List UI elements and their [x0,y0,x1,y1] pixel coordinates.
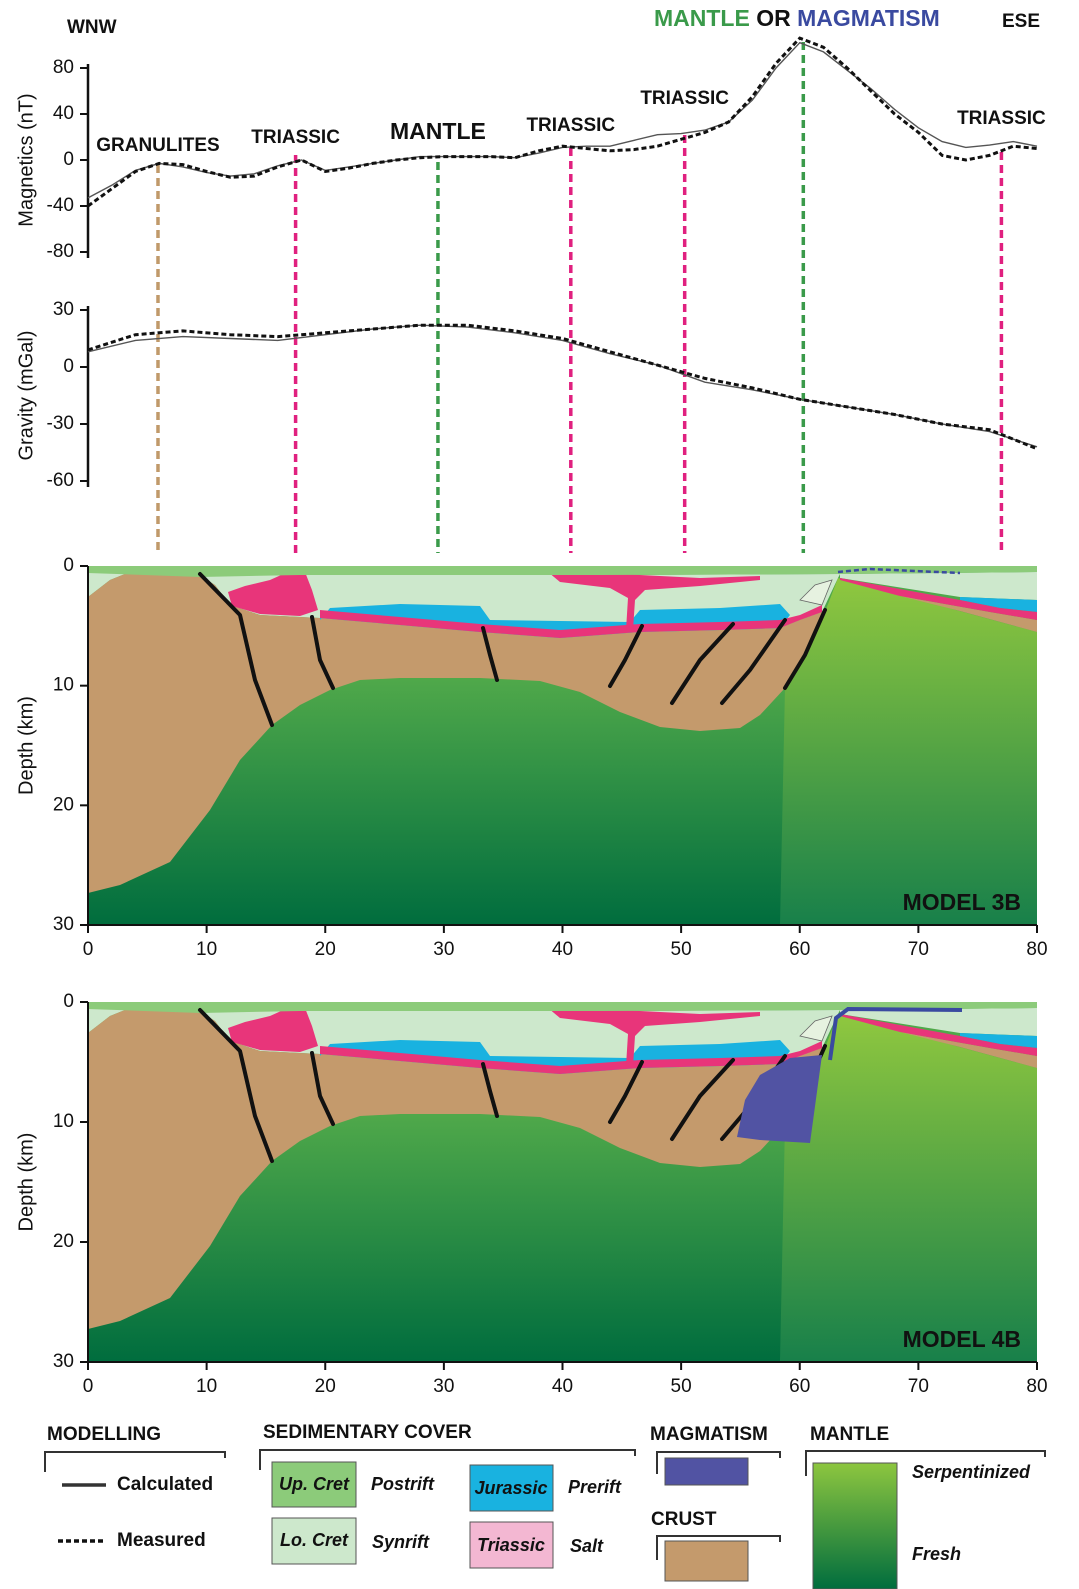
legend-swatch [271,1461,357,1508]
x-tick-label: 0 [83,1376,94,1397]
x-tick-label: 20 [315,939,336,960]
y-tick-label: 20 [53,1231,74,1252]
y-axis-label: Depth (km) [15,696,37,795]
legend-label: Jurassic [474,1478,547,1498]
y-axis-label: Magnetics (nT) [15,93,37,226]
legend-title: MANTLE [810,1424,889,1445]
legend-label: Measured [117,1530,206,1551]
x-tick-label: 60 [789,939,810,960]
bracket [259,1449,636,1470]
marker-label: MANTLE [390,118,486,144]
marker-label: TRIASSIC [957,108,1046,129]
y-tick-label: 30 [53,914,74,935]
marker-label: TRIASSIC [526,115,615,136]
y-tick-label: -60 [47,470,74,491]
marker-label: TRIASSIC [251,127,340,148]
legend-label: Salt [570,1536,604,1556]
legend-label: Synrift [372,1532,430,1552]
legend-label: Fresh [912,1544,961,1564]
x-tick-label: 80 [1026,939,1047,960]
legend-title: MODELLING [47,1424,161,1445]
legend-label: Lo. Cret [280,1530,349,1550]
legend: MODELLING Calculated Measured SEDIMENTAR… [44,1422,1046,1589]
legend-swatch [664,1540,749,1582]
x-tick-label: 30 [433,1376,454,1397]
cross-section-4b [86,1000,1039,1363]
y-tick-label: -80 [47,241,74,262]
legend-swatch [469,1521,554,1569]
series-line [87,36,1038,208]
legend-swatch [469,1464,554,1512]
x-tick-label: 20 [315,1376,336,1397]
heading-part: OR [756,5,791,31]
y-tick-label: 30 [53,1351,74,1372]
legend-label: Prerift [568,1477,622,1497]
direction-label: ESE [1002,11,1040,32]
bracket [656,1535,781,1560]
y-axis-label: Depth (km) [15,1133,37,1232]
marker-label: TRIASSIC [640,88,729,109]
magmatic-line [837,567,961,575]
legend-swatch [664,1457,749,1486]
y-tick-label: 0 [63,555,74,576]
y-tick-label: 20 [53,794,74,815]
x-tick-label: 80 [1026,1376,1047,1397]
x-tick-label: 40 [552,1376,573,1397]
legend-title: SEDIMENTARY COVER [263,1422,472,1443]
legend-label: Triassic [477,1535,545,1555]
series-line [87,323,1038,451]
x-tick-label: 70 [908,1376,929,1397]
marker-label: GRANULITES [96,135,220,156]
y-tick-label: 10 [53,1111,74,1132]
y-axis-label: Gravity (mGal) [15,331,37,461]
legend-label: Postrift [371,1474,435,1494]
bracket [44,1451,226,1472]
y-tick-label: 30 [53,299,74,320]
legend-label: Up. Cret [279,1474,350,1494]
y-tick-label: -40 [47,195,74,216]
y-tick-label: 0 [63,356,74,377]
legend-label: Calculated [117,1474,213,1495]
y-tick-label: 0 [63,991,74,1012]
x-tick-label: 40 [552,939,573,960]
x-tick-label: 70 [908,939,929,960]
cross-section-3b [86,564,1039,927]
legend-title: CRUST [651,1509,717,1530]
bracket [656,1451,781,1474]
y-tick-label: 10 [53,675,74,696]
direction-label: WNW [67,17,117,38]
series-line [87,324,1038,448]
x-tick-label: 30 [433,939,454,960]
heading-part: MAGMATISM [797,5,940,31]
heading-part: MANTLE [654,5,750,31]
legend-swatch [271,1517,357,1565]
magmatic-line [828,1006,963,1061]
y-tick-label: 0 [63,149,74,170]
legend-swatch [812,1462,898,1589]
x-tick-label: 60 [789,1376,810,1397]
x-tick-label: 50 [671,1376,692,1397]
legend-title: MAGMATISM [650,1424,768,1445]
x-tick-label: 10 [196,939,217,960]
x-tick-label: 50 [671,939,692,960]
y-tick-label: -30 [47,413,74,434]
magmatic-body [737,1055,822,1143]
x-tick-label: 0 [83,939,94,960]
model-label: MODEL 3B [903,889,1021,915]
heading: MANTLE OR MAGMATISM [654,5,940,31]
y-tick-label: 40 [53,103,74,124]
legend-label: Serpentinized [912,1462,1031,1482]
bracket [805,1450,1046,1476]
model-label: MODEL 4B [903,1326,1021,1352]
x-tick-label: 10 [196,1376,217,1397]
y-tick-label: 80 [53,57,74,78]
